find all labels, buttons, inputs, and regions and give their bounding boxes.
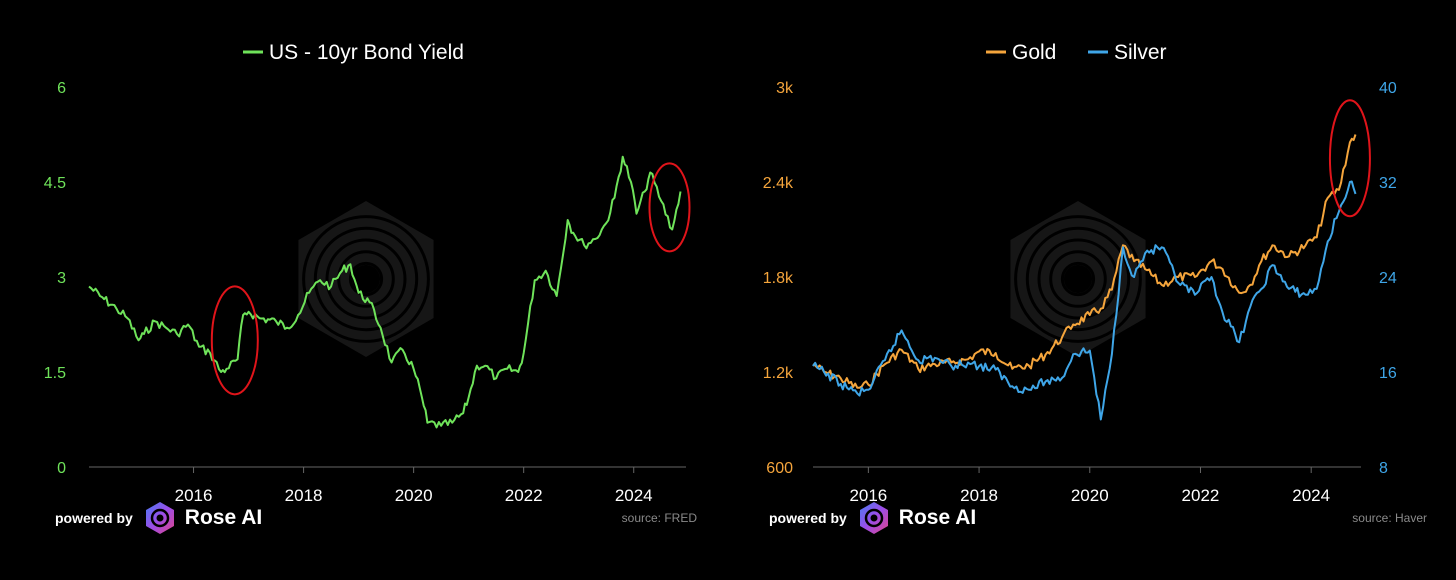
rose-ai-logo-icon (145, 502, 174, 534)
chart-legend: US - 10yr Bond Yield (243, 41, 464, 64)
y-tick-label-left: 0 (57, 460, 66, 477)
y-tick-label-right: 8 (1379, 460, 1388, 477)
annotation-circle (1328, 99, 1371, 218)
annotation-circle (648, 162, 691, 253)
y-tick-label-left: 1.2k (763, 365, 794, 382)
gold-silver-panel: 2016 2018 2020 2022 2024 600 1.2k 1.8k 2.4k 3k 8 16… (728, 0, 1456, 575)
x-tick-label: 2018 (285, 486, 323, 505)
watermark-hexagon (298, 201, 434, 357)
watermark-logo-icon (1010, 201, 1146, 357)
x-tick-label: 2020 (1071, 486, 1109, 505)
y-tick-label-left: 6 (57, 80, 66, 97)
bond-yield-panel: 2016 2018 2020 2022 2024 0 1.5 3 4.5 6 US - 10yr B… (0, 0, 728, 575)
watermark-ring (1060, 261, 1096, 297)
x-tick-label: 2016 (175, 486, 213, 505)
y-tick-label-right: 24 (1379, 270, 1397, 287)
legend-label: US - 10yr Bond Yield (269, 41, 464, 64)
bond-yield-chart: 2016 2018 2020 2022 2024 0 1.5 3 4.5 6 US - 10yr B… (44, 41, 691, 505)
y-tick-label-left: 1.5 (44, 365, 66, 382)
y-tick-label-left: 1.8k (763, 270, 794, 287)
series-line-us-10yr-bond-yield (88, 155, 682, 429)
series-line-gold (812, 134, 1357, 389)
watermark-ring (325, 238, 407, 320)
x-tick-label: 2020 (395, 486, 433, 505)
y-tick-label-left: 4.5 (44, 175, 66, 192)
series-line-silver (812, 180, 1357, 421)
watermark-core (351, 264, 381, 294)
watermark-ring (1025, 226, 1131, 332)
source-label: source: Haver (1352, 511, 1427, 525)
powered-by-label: powered by (769, 510, 847, 526)
watermark-ring (1037, 238, 1119, 320)
watermark-ring (337, 250, 395, 308)
watermark-ring (1014, 215, 1142, 343)
legend-label: Gold (1012, 41, 1056, 64)
y-tick-label-left: 600 (766, 460, 793, 477)
powered-by-footer: powered by Rose AI (55, 501, 262, 535)
chart-legend: Gold Silver (986, 41, 1167, 64)
watermark-ring (1049, 250, 1107, 308)
x-tick-label: 2024 (1292, 486, 1330, 505)
watermark-logo-icon (298, 201, 434, 357)
watermark-core (1063, 264, 1093, 294)
watermark-ring (302, 215, 430, 343)
rose-ai-logo-icon (859, 502, 888, 534)
annotation-circle (210, 285, 259, 396)
rose-ai-brand: Rose AI (184, 506, 263, 529)
legend-label: Silver (1114, 41, 1167, 64)
rose-ai-brand: Rose AI (898, 506, 977, 529)
x-tick-label: 2024 (615, 486, 653, 505)
x-tick-label: 2018 (960, 486, 998, 505)
y-tick-label-left: 3k (776, 80, 794, 97)
watermark-ring (313, 226, 419, 332)
y-tick-label-left: 2.4k (763, 175, 794, 192)
gold-silver-chart: 2016 2018 2020 2022 2024 600 1.2k 1.8k 2.4k 3k 8 16… (763, 41, 1397, 505)
source-label: source: FRED (621, 511, 697, 525)
y-tick-label-right: 32 (1379, 175, 1397, 192)
powered-by-footer: powered by Rose AI (769, 501, 976, 535)
x-tick-label: 2016 (849, 486, 887, 505)
watermark-ring (348, 261, 384, 297)
y-tick-label-right: 40 (1379, 80, 1397, 97)
x-tick-label: 2022 (1182, 486, 1220, 505)
watermark-hexagon (1010, 201, 1146, 357)
y-tick-label-left: 3 (57, 270, 66, 287)
y-tick-label-right: 16 (1379, 365, 1397, 382)
x-tick-label: 2022 (505, 486, 543, 505)
powered-by-label: powered by (55, 510, 133, 526)
